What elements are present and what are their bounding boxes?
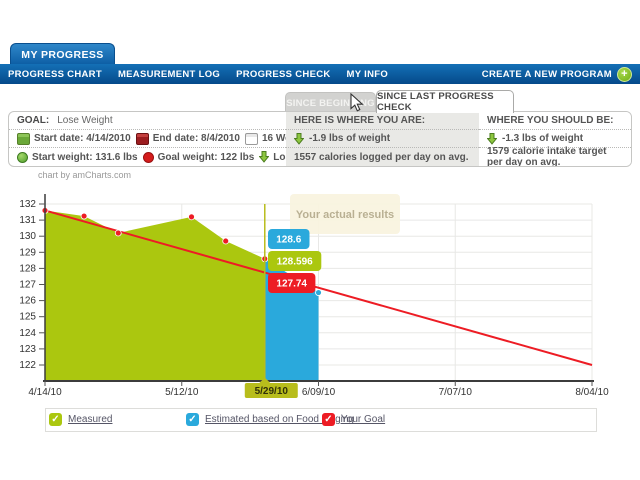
selected-balloon bbox=[244, 383, 298, 398]
duration-text: 16 Weeks bbox=[261, 133, 308, 144]
goal-column: GOAL: Lose Weight Start date: 4/14/2010 … bbox=[9, 112, 331, 166]
down-arrow-icon bbox=[259, 151, 270, 163]
plus-icon: + bbox=[617, 66, 632, 82]
y-tick-label: 132 bbox=[19, 199, 36, 210]
summary-panel: GOAL: Lose Weight Start date: 4/14/2010 … bbox=[8, 111, 632, 167]
goal-weights-row: Start weight: 131.6 lbs Goal weight: 122… bbox=[9, 148, 331, 166]
x-tick-label: 8/04/10 bbox=[575, 387, 609, 398]
tab-since-last-progress-check[interactable]: SINCE LAST PROGRESS CHECK bbox=[376, 90, 514, 113]
value-label-box bbox=[268, 273, 316, 293]
create-new-program-button[interactable]: CREATE A NEW PROGRAM + bbox=[481, 66, 640, 82]
data-point-bullet bbox=[114, 229, 122, 237]
estimated-checkbox-icon[interactable]: ✓ bbox=[186, 413, 199, 426]
y-tick-label: 125 bbox=[19, 312, 36, 323]
mouse-cursor-icon bbox=[350, 93, 364, 112]
end-date-text: End date: 8/4/2010 bbox=[152, 133, 240, 144]
y-tick-label: 130 bbox=[19, 231, 36, 242]
value-label-box bbox=[268, 251, 322, 271]
selected-balloon-label: 5/29/10 bbox=[255, 386, 289, 397]
y-tick-label: 122 bbox=[19, 360, 36, 371]
start-date-calendar-icon bbox=[17, 132, 30, 145]
progress-chart[interactable]: 132 131 130 129 128 127 126 125 124 123 122 4/14/10… bbox=[0, 188, 640, 418]
end-date-calendar-icon bbox=[135, 132, 149, 145]
down-arrow-icon bbox=[487, 132, 497, 145]
value-label-text: 127.74 bbox=[276, 279, 307, 290]
goal-header-row: GOAL: Lose Weight bbox=[9, 112, 286, 130]
chart-legend: ✓ Measured ✓ Estimated based on Food log… bbox=[45, 408, 597, 432]
y-tick-label: 128 bbox=[19, 263, 36, 274]
target-calories-text: 1579 calorie intake target per day on av… bbox=[487, 146, 607, 167]
create-new-program-label: CREATE A NEW PROGRAM bbox=[481, 68, 612, 80]
goal-weight-text: Goal weight: 122 lbs bbox=[157, 151, 255, 163]
tab-my-progress[interactable]: MY PROGRESS bbox=[10, 43, 115, 65]
duration-calendar-icon bbox=[244, 132, 258, 145]
start-date-text: Start date: 4/14/2010 bbox=[34, 133, 131, 144]
your-goal-checkbox-icon[interactable]: ✓ bbox=[322, 413, 335, 426]
value-label-text: 128.596 bbox=[277, 257, 314, 268]
data-point-bullet bbox=[80, 212, 88, 220]
nav-my-info[interactable]: MY INFO bbox=[346, 68, 389, 80]
nav-progress-chart[interactable]: PROGRESS CHART bbox=[8, 68, 102, 80]
value-label-box bbox=[268, 229, 310, 249]
x-tick-label: 4/14/10 bbox=[28, 387, 62, 398]
target-header-text: WHERE YOU SHOULD BE: bbox=[487, 115, 614, 126]
goal-value: Lose Weight bbox=[57, 115, 113, 126]
current-weight-row: -1.9 lbs of weight bbox=[286, 130, 479, 148]
target-column: WHERE YOU SHOULD BE: -1.3 lbs of weight … bbox=[479, 112, 631, 166]
amcharts-caption: chart by amCharts.com bbox=[38, 170, 132, 180]
nav-measurement-log[interactable]: MEASUREMENT LOG bbox=[117, 68, 221, 80]
current-header-text: HERE IS WHERE YOU ARE: bbox=[294, 115, 426, 126]
tooltip-box bbox=[290, 194, 400, 234]
y-tick-label: 123 bbox=[19, 344, 36, 355]
series-area-measured bbox=[45, 210, 265, 381]
main-navbar: PROGRESS CHART MEASUREMENT LOG PROGRESS … bbox=[0, 64, 640, 84]
target-header: WHERE YOU SHOULD BE: bbox=[479, 112, 631, 130]
legend-label-your-goal[interactable]: Your Goal bbox=[341, 414, 386, 425]
nav-progress-check[interactable]: PROGRESS CHECK bbox=[236, 68, 331, 80]
goal-weight-dot-icon bbox=[142, 151, 154, 163]
measured-checkbox-icon[interactable]: ✓ bbox=[49, 413, 62, 426]
start-weight-text: Start weight: 131.6 lbs bbox=[32, 151, 138, 163]
legend-item-estimated[interactable]: ✓ Estimated based on Food logging bbox=[186, 413, 354, 426]
down-arrow-icon bbox=[294, 132, 304, 145]
x-tick-label: 6/09/10 bbox=[302, 387, 336, 398]
y-tick-label: 124 bbox=[19, 328, 36, 339]
current-weight-text: -1.9 lbs of weight bbox=[309, 133, 391, 144]
legend-item-your-goal[interactable]: ✓ Your Goal bbox=[322, 413, 385, 426]
current-column: HERE IS WHERE YOU ARE: -1.9 lbs of weigh… bbox=[286, 112, 479, 166]
current-calories-text: 1557 calories logged per day on avg. bbox=[294, 151, 469, 163]
data-point-bullet bbox=[315, 289, 322, 296]
goal-dates-row: Start date: 4/14/2010 End date: 8/4/2010… bbox=[9, 130, 307, 148]
y-tick-label: 127 bbox=[19, 280, 36, 291]
x-tick-label: 5/12/10 bbox=[165, 387, 199, 398]
value-label-text: 128.6 bbox=[276, 235, 301, 246]
y-tick-label: 129 bbox=[19, 247, 36, 258]
data-point-bullet bbox=[222, 237, 230, 245]
target-weight-row: -1.3 lbs of weight bbox=[479, 130, 631, 148]
legend-label-measured[interactable]: Measured bbox=[68, 414, 113, 425]
target-calories-row: 1579 calorie intake target per day on av… bbox=[479, 146, 631, 167]
goal-label: GOAL: bbox=[17, 115, 50, 126]
current-calories-row: 1557 calories logged per day on avg. bbox=[286, 148, 479, 166]
selected-balloon-pointer bbox=[258, 377, 271, 384]
legend-item-measured[interactable]: ✓ Measured bbox=[49, 413, 112, 426]
x-tick-label: 7/07/10 bbox=[439, 387, 473, 398]
series-line-your-goal bbox=[44, 209, 593, 366]
y-tick-label: 126 bbox=[19, 296, 36, 307]
target-weight-text: -1.3 lbs of weight bbox=[502, 133, 584, 144]
start-weight-dot-icon bbox=[17, 151, 28, 163]
tooltip-text: Your actual results bbox=[296, 209, 394, 221]
current-header: HERE IS WHERE YOU ARE: bbox=[286, 112, 479, 130]
data-point-bullet bbox=[188, 213, 195, 221]
y-tick-label: 131 bbox=[19, 215, 36, 226]
legend-label-estimated[interactable]: Estimated based on Food logging bbox=[205, 414, 354, 425]
